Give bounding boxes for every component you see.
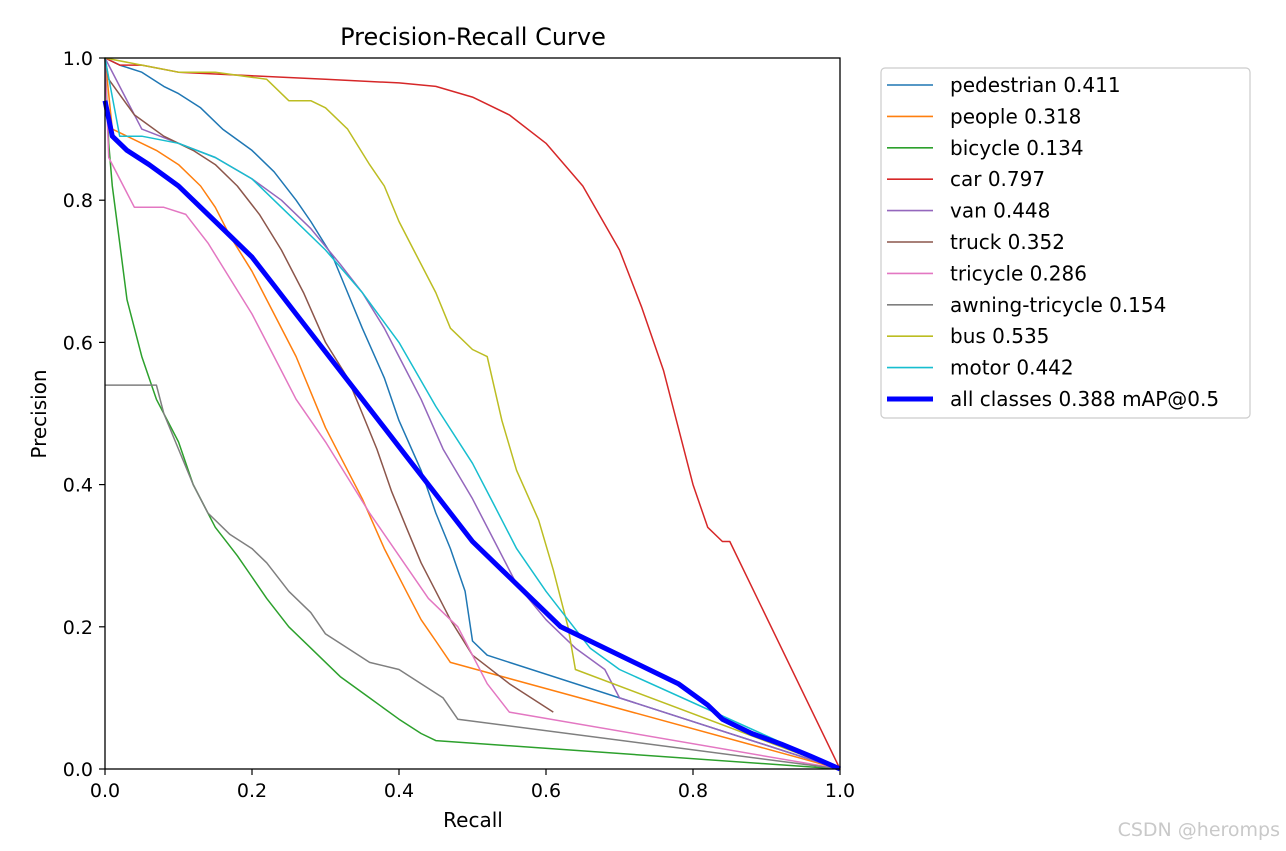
y-tick-label: 0.4: [63, 475, 93, 497]
plot-frame: [104, 57, 841, 770]
y-tick-label: 0.8: [63, 190, 93, 212]
legend-label-6: tricycle 0.286: [950, 261, 1087, 285]
legend-label-8: bus 0.535: [950, 324, 1049, 348]
x-axis-ticks: 0.0 0.2 0.4 0.6 0.8 1.0: [90, 769, 855, 802]
y-axis-label: Precision: [27, 369, 51, 458]
y-tick-label: 0.0: [63, 759, 93, 781]
y-tick-label: 0.6: [63, 332, 93, 354]
series-line-6: [104, 57, 841, 770]
x-tick-label: 0.4: [384, 780, 414, 802]
y-tick-label: 1.0: [63, 48, 93, 70]
series-line-8: [104, 57, 841, 770]
legend-label-10: all classes 0.388 mAP@0.5: [950, 387, 1219, 411]
x-tick-label: 1.0: [825, 780, 855, 802]
legend-box: [880, 67, 1251, 419]
legend-label-2: bicycle 0.134: [950, 136, 1084, 160]
legend-label-7: awning-tricycle 0.154: [950, 293, 1166, 317]
x-tick-label: 0.8: [678, 780, 708, 802]
x-tick-label: 0.6: [531, 780, 561, 802]
legend: pedestrian 0.411 people 0.318 bicycle 0.13…: [880, 67, 1251, 419]
chart-title: Precision-Recall Curve: [340, 23, 606, 51]
x-tick-label: 0.0: [90, 780, 120, 802]
series-line-1: [104, 57, 841, 770]
series-line-7: [105, 384, 841, 770]
plot-lines: [102, 57, 841, 772]
legend-label-0: pedestrian 0.411: [950, 73, 1121, 97]
series-line-10: [102, 100, 841, 772]
series-line-2: [104, 57, 841, 770]
y-tick-label: 0.2: [63, 617, 93, 639]
y-axis-ticks: 0.0 0.2 0.4 0.6 0.8 1.0: [63, 48, 105, 781]
legend-label-3: car 0.797: [950, 167, 1045, 191]
series-line-3: [104, 57, 841, 770]
series-line-0: [104, 57, 841, 770]
watermark-text: CSDN @heromps: [1117, 819, 1280, 841]
legend-label-9: motor 0.442: [950, 356, 1074, 380]
x-tick-label: 0.2: [237, 780, 267, 802]
x-axis-label: Recall: [443, 808, 503, 832]
legend-label-1: people 0.318: [950, 104, 1081, 128]
legend-label-4: van 0.448: [950, 199, 1050, 223]
series-line-9: [104, 57, 841, 770]
legend-label-5: truck 0.352: [950, 230, 1065, 254]
